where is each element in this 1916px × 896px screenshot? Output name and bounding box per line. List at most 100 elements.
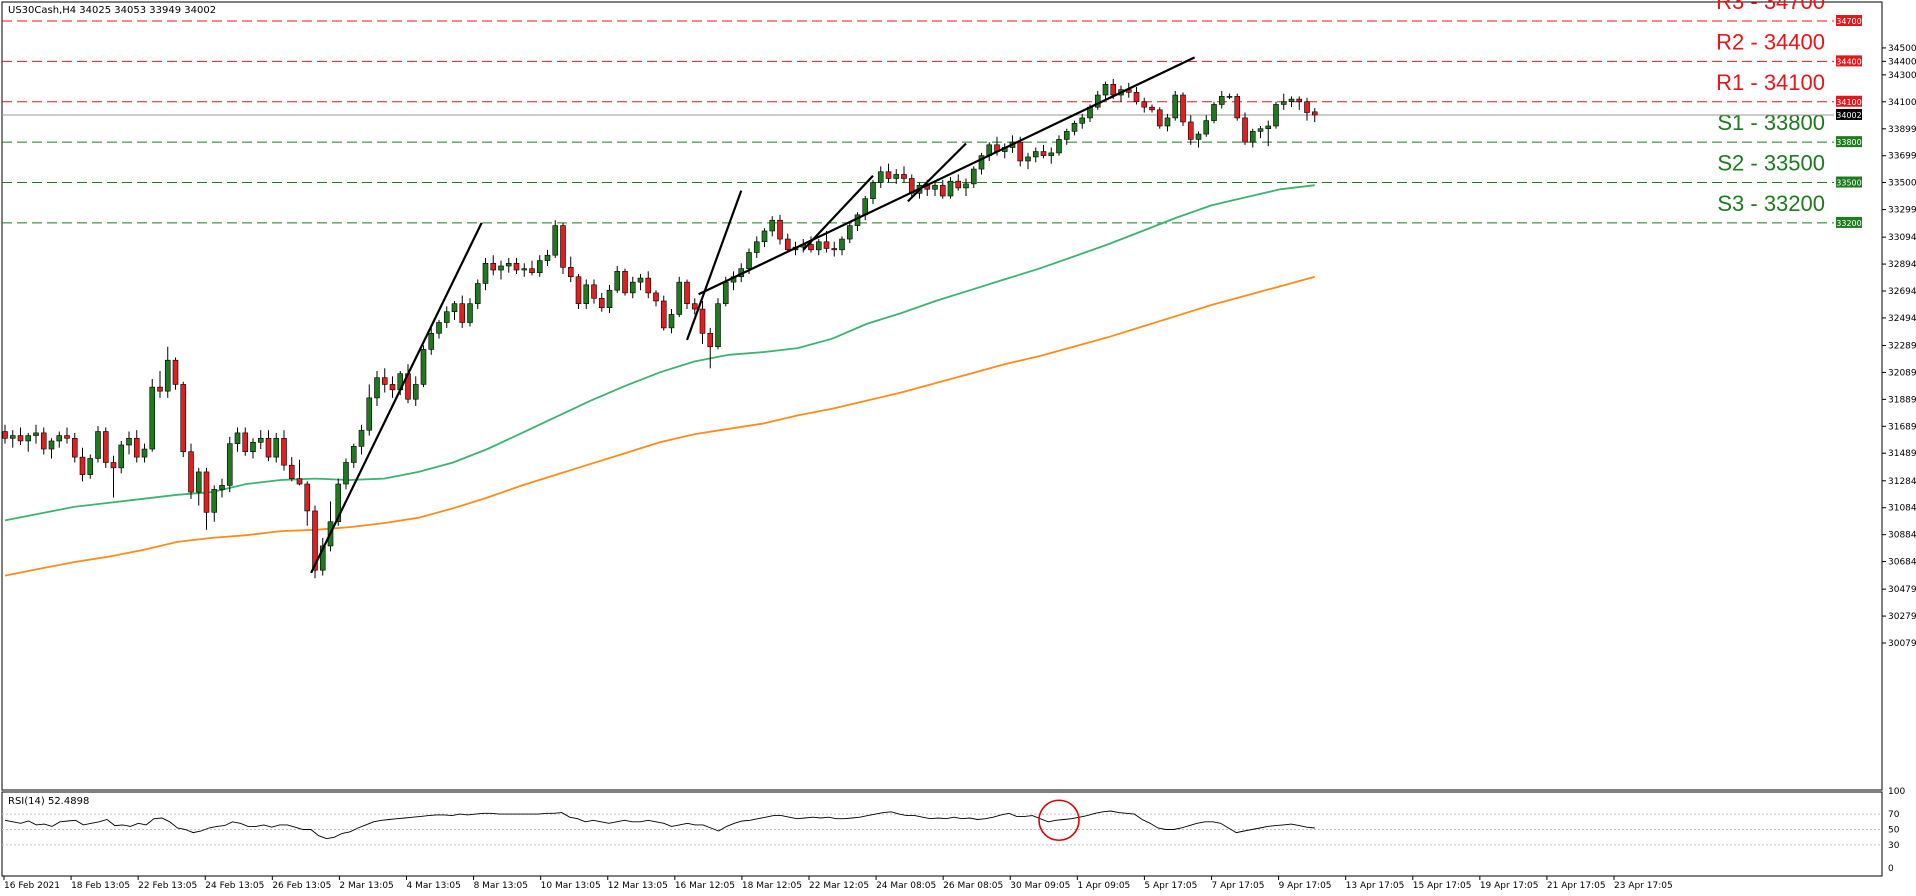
y-tick-label: 32894 [1888,260,1916,270]
trendline [907,142,967,203]
candle [157,370,163,398]
bear-candle-body [1110,83,1117,96]
bear-candle-body [653,292,659,302]
x-tick-label: 19 Apr 17:05 [1480,881,1539,891]
level-tag-text: 33500 [1836,179,1861,188]
bear-candle-body [901,174,907,179]
bear-candle-body [684,281,690,304]
candle [1164,113,1171,132]
candle [560,222,566,275]
bear-candle-body [784,238,791,251]
bull-candle-body [1048,152,1055,156]
x-tick-label: 5 Apr 17:05 [1144,881,1197,891]
x-tick-label: 9 Apr 17:05 [1279,881,1332,891]
x-tick-label: 22 Feb 13:05 [138,881,197,891]
candle [598,292,605,312]
moving-average-line [4,184,1315,522]
bull-candle-body [126,437,132,446]
bull-candle-body [947,180,954,197]
candle [653,290,659,307]
bull-candle-body [846,225,853,240]
bear-candle-body [459,303,466,323]
candle [358,424,365,455]
candle [172,357,179,390]
current-price-tag [1836,108,1862,120]
x-tick-label: 1 Apr 09:05 [1077,881,1130,891]
bear-candle-body [691,303,698,310]
level-tag [1836,95,1862,107]
candle [250,438,256,459]
candle [296,459,303,486]
bear-candle-body [777,219,783,240]
candle [1180,92,1186,126]
candle [939,179,946,199]
level-tag-text: 34400 [1836,57,1861,66]
bull-candle-body [1203,120,1210,135]
bear-candle-body [1311,111,1318,116]
y-tick-label: 32289 [1888,342,1916,352]
bear-candle-body [660,300,667,329]
x-tick-label: 18 Mar 12:05 [742,881,802,891]
y-tick-label: 31284 [1888,477,1916,487]
candle [1172,90,1179,121]
bull-candle-body [273,437,280,458]
candle [474,279,481,310]
candle [234,427,241,452]
x-tick-label: 8 Mar 13:05 [474,881,528,891]
candle [1304,97,1310,121]
trendline [698,56,1196,296]
bull-candle-body [257,437,264,443]
candle [699,300,706,345]
candle [761,228,768,248]
candle [304,481,311,526]
x-tick-label: 23 Apr 17:05 [1614,881,1673,891]
candle [327,501,334,552]
candle [823,230,830,253]
bull-candle-body [374,377,380,399]
level-tag [1836,15,1862,26]
candle [71,432,78,463]
candle [87,454,94,479]
y-tick-label: 34500 [1888,44,1916,54]
candle [265,430,272,462]
candle [412,376,419,406]
candle [668,309,675,334]
bull-candle-body [753,241,760,253]
bear-candle-body [79,456,86,475]
bull-candle-body [722,281,729,304]
bull-candle-body [350,446,357,463]
bear-candle-body [71,437,78,458]
bear-candle-body [133,437,140,458]
candle [281,430,287,471]
candle [33,424,39,444]
candle [637,274,644,291]
candle [1311,108,1318,123]
candle [203,467,210,530]
bull-candle-body [226,443,233,486]
y-tick-label: 34100 [1888,98,1916,108]
bull-candle-body [978,155,985,170]
x-tick-label: 22 Mar 12:05 [809,881,869,891]
bull-candle-body [583,284,590,304]
bull-candle-body [118,444,125,469]
bull-candle-body [343,462,349,485]
candle [1203,115,1210,137]
candle [970,166,977,188]
trendline [310,222,483,574]
bull-candle-body [412,384,419,400]
x-tick-label: 24 Mar 08:05 [876,881,936,891]
bull-candle-body [56,435,63,442]
candle [17,427,24,445]
bear-candle-body [575,276,582,304]
bear-candle-body [1234,96,1241,119]
candle [141,443,148,463]
candle [955,174,962,191]
rsi-tick-label: 50 [1888,826,1900,836]
candle [102,427,109,468]
y-tick-label: 32694 [1888,287,1916,297]
candle [381,368,388,393]
bear-candle-body [1296,98,1303,103]
bear-candle-body [567,267,574,278]
